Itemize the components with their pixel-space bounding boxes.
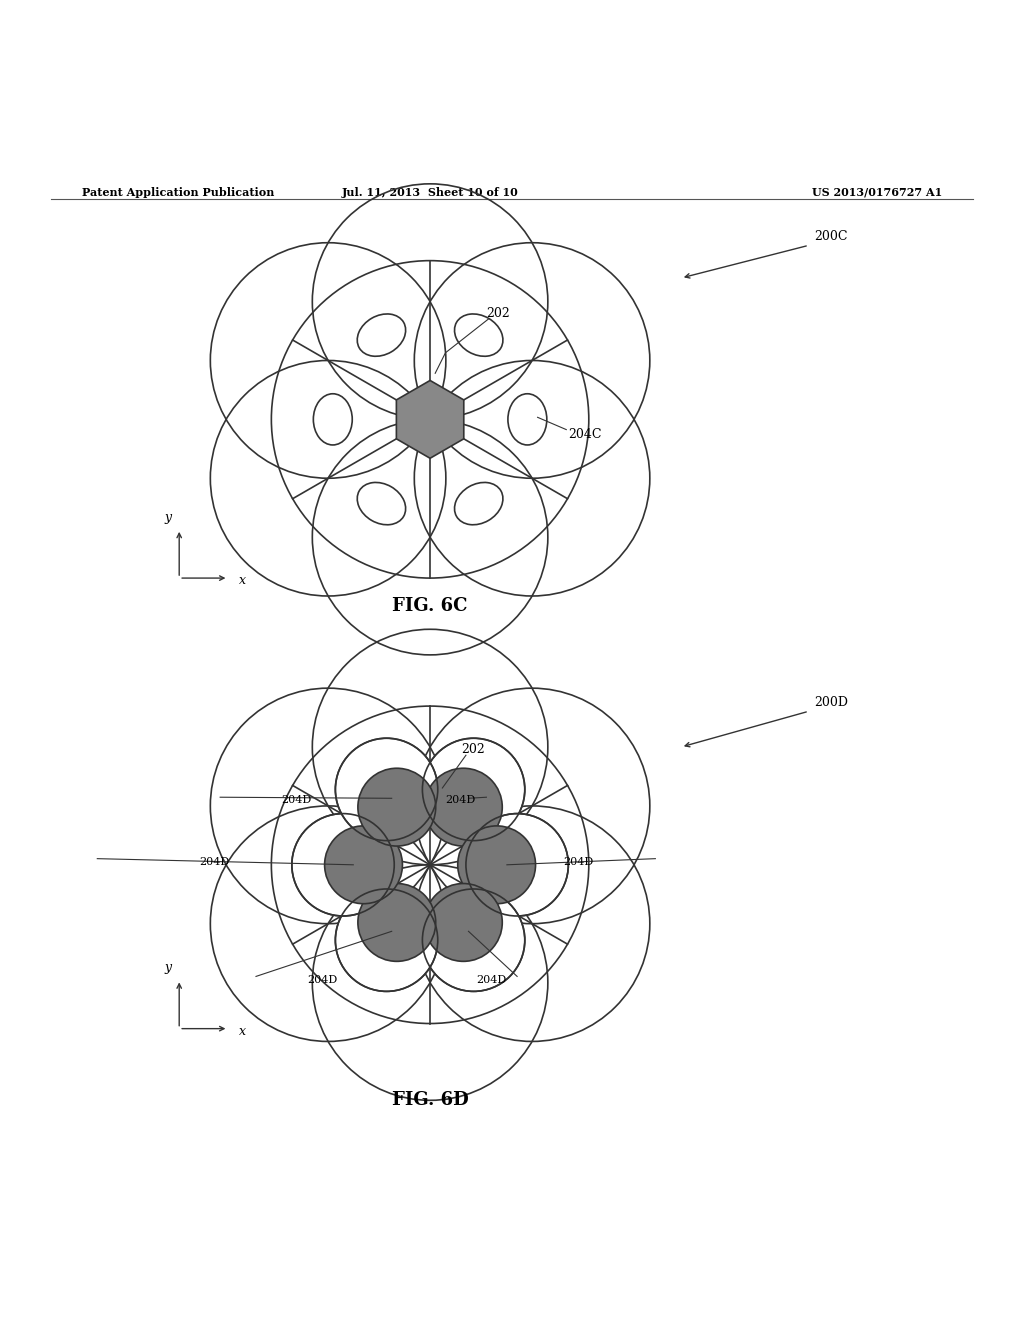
Text: 204C: 204C [568, 428, 602, 441]
Circle shape [325, 826, 402, 904]
Circle shape [358, 768, 436, 846]
Text: x: x [239, 1024, 246, 1038]
Text: FIG. 6C: FIG. 6C [392, 597, 468, 615]
Text: 202: 202 [461, 743, 484, 756]
Text: 204D: 204D [445, 796, 476, 805]
Circle shape [424, 883, 503, 961]
Text: y: y [165, 961, 172, 974]
Text: 200C: 200C [814, 230, 848, 243]
Text: x: x [239, 574, 246, 587]
Circle shape [466, 813, 568, 916]
Circle shape [336, 738, 438, 841]
Circle shape [458, 826, 536, 904]
Text: 204D: 204D [563, 857, 594, 867]
Polygon shape [396, 380, 464, 458]
Circle shape [292, 813, 394, 916]
Text: 200D: 200D [814, 696, 848, 709]
Circle shape [423, 738, 525, 841]
Text: Jul. 11, 2013  Sheet 10 of 10: Jul. 11, 2013 Sheet 10 of 10 [342, 187, 518, 198]
Text: FIG. 6D: FIG. 6D [392, 1092, 468, 1109]
Text: 204D: 204D [476, 974, 507, 985]
Text: Patent Application Publication: Patent Application Publication [82, 187, 274, 198]
Circle shape [358, 883, 436, 961]
Circle shape [424, 768, 503, 846]
Text: 204D: 204D [200, 857, 230, 867]
Text: y: y [165, 511, 172, 524]
Circle shape [423, 888, 525, 991]
Text: 204D: 204D [282, 796, 312, 805]
Circle shape [336, 888, 438, 991]
Text: 202: 202 [486, 308, 510, 319]
Text: 204D: 204D [307, 974, 338, 985]
Text: US 2013/0176727 A1: US 2013/0176727 A1 [812, 187, 942, 198]
